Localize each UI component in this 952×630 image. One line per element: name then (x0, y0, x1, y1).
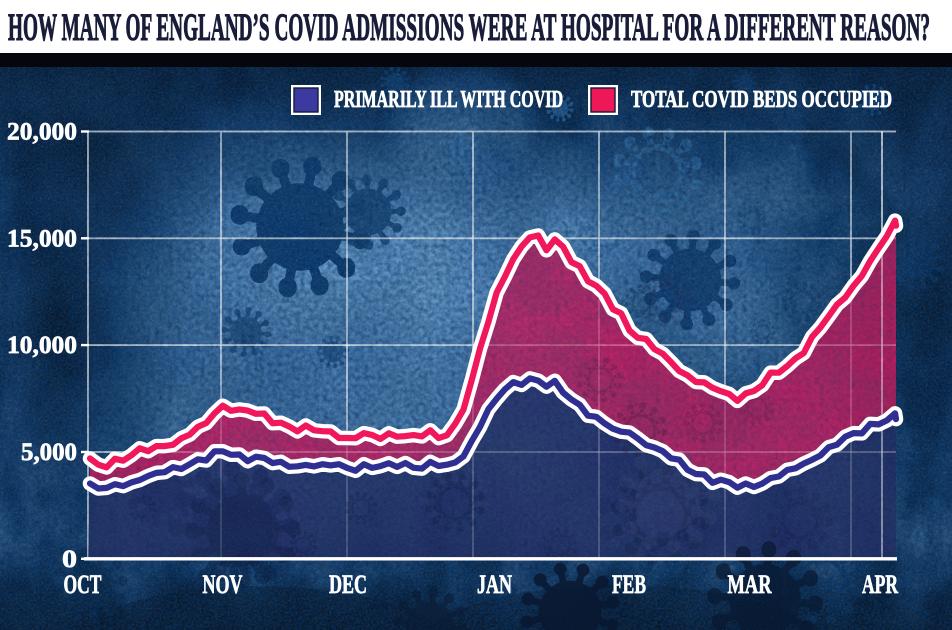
svg-text:JAN: JAN (477, 570, 512, 599)
svg-text:FEB: FEB (612, 570, 646, 599)
svg-text:NOV: NOV (203, 570, 243, 599)
svg-text:5,000: 5,000 (21, 439, 77, 466)
svg-text:0: 0 (62, 546, 77, 573)
svg-text:PRIMARILY ILL WITH COVID: PRIMARILY ILL WITH COVID (334, 87, 563, 113)
svg-text:10,000: 10,000 (7, 332, 77, 359)
svg-text:OCT: OCT (64, 570, 102, 599)
svg-text:15,000: 15,000 (7, 225, 77, 252)
svg-text:20,000: 20,000 (7, 119, 77, 146)
svg-text:MAR: MAR (728, 570, 772, 599)
svg-text:DEC: DEC (329, 570, 367, 599)
svg-text:APR: APR (862, 570, 898, 599)
svg-text:TOTAL COVID BEDS OCCUPIED: TOTAL COVID BEDS OCCUPIED (631, 87, 892, 113)
svg-text:HOW MANY OF ENGLAND’S COVID AD: HOW MANY OF ENGLAND’S COVID ADMISSIONS W… (8, 6, 930, 49)
